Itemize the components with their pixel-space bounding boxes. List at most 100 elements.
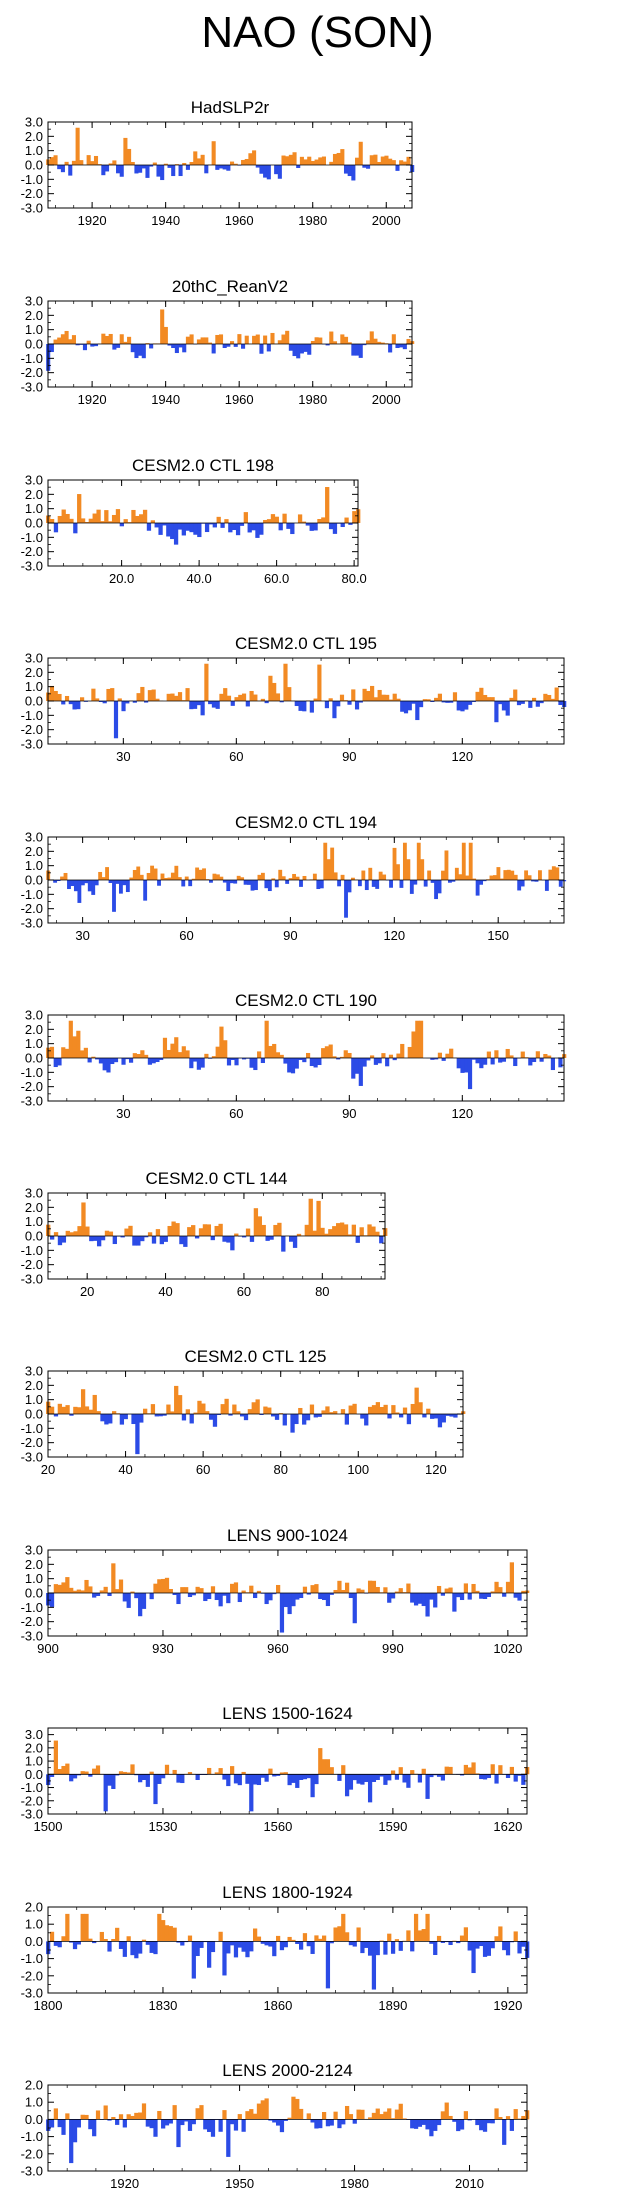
data-bar [343,336,349,344]
data-bar [203,1593,208,1602]
data-bar [309,523,314,531]
data-bar [170,523,175,540]
data-bar [256,1774,262,1786]
data-bar [266,165,271,180]
data-bar [364,1774,369,1782]
data-bar [360,1414,365,1419]
data-bar [329,331,334,344]
chart-title: CESM2.0 CTL 198 [132,456,274,475]
data-bar [63,872,68,880]
y-tick-label: -3.0 [21,1629,43,1644]
data-bar [505,701,510,716]
data-bar [366,690,371,701]
x-tick-label: 1590 [378,1819,407,1834]
data-bar [76,1941,81,1945]
data-bar [383,1587,388,1593]
data-bar [197,523,202,538]
data-bar [130,344,135,353]
data-bar [313,1058,318,1068]
data-bar [421,1768,426,1775]
data-bar [498,1765,503,1775]
data-bar [290,1414,295,1433]
data-bar [547,694,552,701]
data-bar [337,880,342,887]
data-bar [299,156,304,165]
data-bar [341,1589,346,1593]
data-bar [257,1216,262,1236]
data-bar [139,874,144,880]
data-bar [266,344,271,352]
data-bar [237,1774,242,1786]
data-bar [340,149,345,165]
data-bar [421,1929,426,1942]
data-bar [253,2113,258,2120]
data-bar [275,693,281,701]
data-bar [53,880,58,883]
data-bar [255,165,260,168]
data-bar [517,1941,522,1954]
data-bar [375,1774,380,1780]
data-bar [224,1398,229,1414]
data-bar [176,1941,181,1943]
data-bar [64,1048,70,1058]
data-bar [554,687,559,701]
data-bar [456,701,461,711]
data-bar [195,1586,200,1593]
data-bar [370,685,375,701]
data-bar [379,1406,384,1414]
data-bar [551,866,556,880]
data-bar [291,1593,296,1607]
data-bar [155,1229,161,1236]
y-tick-label: 0.0 [25,158,43,173]
data-bar [309,1404,315,1414]
data-bar [170,693,175,701]
x-tick-label: 1530 [148,1819,177,1834]
data-bar [76,2119,81,2128]
data-bar [222,1774,227,1780]
y-tick-label: 3.0 [25,1008,43,1023]
data-bar [113,701,119,739]
data-bar [316,880,321,890]
data-bar [249,1585,254,1593]
data-bar [202,868,206,880]
data-bar [96,1236,102,1247]
data-bar [314,2119,319,2129]
data-bar [211,344,216,354]
data-bar [136,866,141,880]
data-bar [53,1584,58,1593]
data-bar [72,1036,77,1058]
data-bar [204,523,210,533]
data-bar [367,1224,372,1236]
data-bar [423,880,428,887]
data-bar [255,334,260,344]
data-bar [86,155,91,165]
y-tick-label: -2.0 [21,544,43,559]
data-bar [456,1941,461,1944]
data-bar [230,161,235,165]
data-bar [138,344,143,356]
data-bar [456,1058,461,1069]
data-bar [539,1058,544,1062]
plot-frame [47,1906,528,1994]
data-bar [310,1774,315,1798]
data-bar [185,523,190,531]
data-bar [292,344,297,357]
data-bar [287,1593,292,1615]
data-bar [451,880,456,882]
data-bar [416,842,421,880]
data-bar [402,2118,407,2120]
data-bar [255,523,260,538]
data-bar [61,2119,66,2135]
data-bar [332,153,338,165]
data-bar [413,1593,419,1606]
data-bar [264,701,269,704]
data-bar [399,160,404,165]
data-bar [347,165,352,177]
data-bar [475,1590,480,1593]
data-bar [517,880,522,891]
chart-panel-7: CESM2.0 CTL 144 3.02.01.00.0-1.0-2.0-3.0 2… [21,1169,388,1299]
y-tick-label: -3.0 [21,1450,43,1465]
data-bar [494,1936,499,1942]
x-tick-label: 80.0 [341,571,366,586]
data-bar [283,1941,288,1948]
